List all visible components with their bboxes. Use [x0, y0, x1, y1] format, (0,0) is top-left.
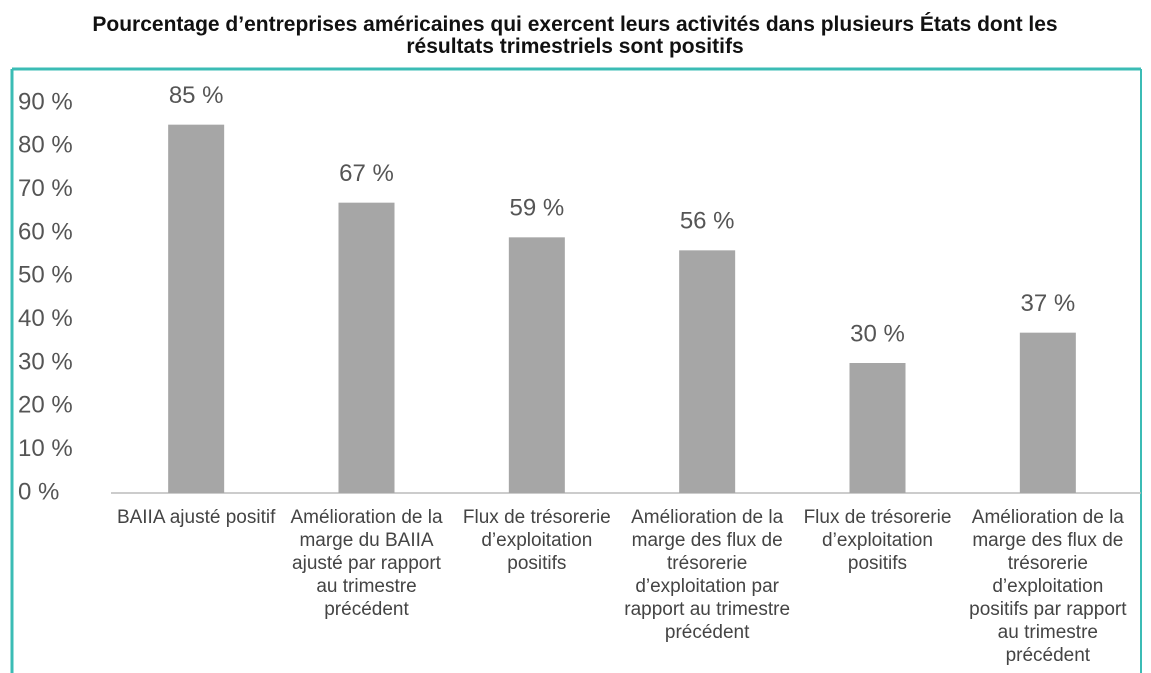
x-tick-label: BAIIA ajusté positif [116, 507, 276, 528]
y-tick-label: 30 % [18, 348, 73, 375]
x-tick-label: Amélioration de la marge des flux de tré… [624, 507, 791, 643]
y-tick-label: 40 % [18, 305, 73, 332]
y-tick-label: 50 % [18, 262, 73, 289]
y-tick-label: 70 % [18, 175, 73, 202]
bar [338, 202, 395, 493]
bar [679, 250, 736, 493]
y-tick-label: 20 % [18, 392, 73, 419]
y-tick-label: 10 % [18, 435, 73, 462]
bar [849, 363, 906, 493]
value-label: 30 % [850, 320, 905, 347]
bar [168, 124, 225, 494]
x-tick-label: Flux de trésorerie d’exploitation positi… [462, 507, 611, 574]
value-label: 56 % [680, 208, 735, 235]
y-tick-label: 0 % [18, 478, 59, 505]
bar [1019, 332, 1076, 493]
value-label: 67 % [339, 160, 394, 187]
chart-title: Pourcentage d’entreprises américaines qu… [92, 13, 1058, 58]
value-label: 37 % [1020, 290, 1075, 317]
x-tick-label: Amélioration de la marge du BAIIA ajusté… [290, 507, 443, 620]
value-label: 85 % [169, 82, 224, 109]
y-tick-label: 90 % [18, 88, 73, 115]
y-tick-label: 60 % [18, 218, 73, 245]
value-label: 59 % [509, 195, 564, 222]
y-tick-label: 80 % [18, 132, 73, 159]
x-tick-label: Amélioration de la marge des flux de tré… [969, 507, 1127, 666]
bar [508, 237, 565, 493]
x-tick-label: Flux de trésorerie d’exploitation positi… [803, 507, 952, 574]
